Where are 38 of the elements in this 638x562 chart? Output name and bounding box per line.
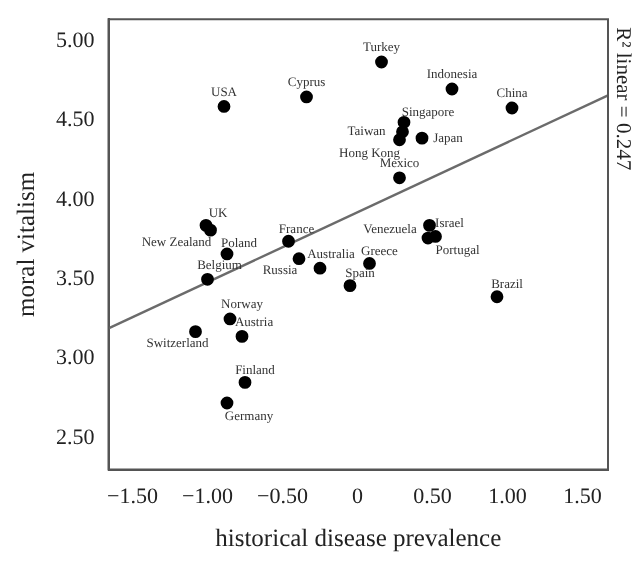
point <box>189 325 202 339</box>
x-tick-label: 1.50 <box>563 484 603 509</box>
x-tick-label: −0.50 <box>257 484 309 509</box>
point <box>204 223 217 237</box>
y-tick-label: 4.00 <box>56 187 96 212</box>
x-tick-label: 0 <box>352 484 364 509</box>
point <box>217 100 231 113</box>
point <box>223 312 237 326</box>
point <box>300 90 313 104</box>
point <box>490 290 504 304</box>
x-axis-title: historical disease prevalence <box>215 523 503 552</box>
x-tick-label: −1.50 <box>107 484 159 509</box>
point <box>313 261 327 275</box>
y-tick-label: 5.00 <box>56 29 96 54</box>
point <box>292 252 306 266</box>
point <box>238 375 252 389</box>
y-tick-label: 3.00 <box>56 346 96 371</box>
x-tick-label: −1.00 <box>182 484 234 509</box>
point <box>415 131 429 145</box>
point <box>375 55 388 69</box>
point <box>423 218 436 232</box>
point <box>220 396 234 410</box>
point <box>343 279 357 293</box>
y-tick-label: 3.50 <box>56 267 96 292</box>
y-axis-title: moral vitalism <box>11 171 40 317</box>
point <box>505 101 519 115</box>
x-tick-label: 1.00 <box>488 484 528 509</box>
point <box>282 234 295 248</box>
point <box>393 171 406 185</box>
text: R² linear = 0.247 <box>610 27 633 171</box>
x-tick-label: 0.50 <box>413 484 453 509</box>
point <box>445 82 459 96</box>
point <box>201 272 214 286</box>
y-tick-label: 4.50 <box>56 108 96 133</box>
point <box>393 133 406 147</box>
point <box>429 230 442 243</box>
point <box>235 329 249 343</box>
y-tick-label: 2.50 <box>56 425 96 450</box>
